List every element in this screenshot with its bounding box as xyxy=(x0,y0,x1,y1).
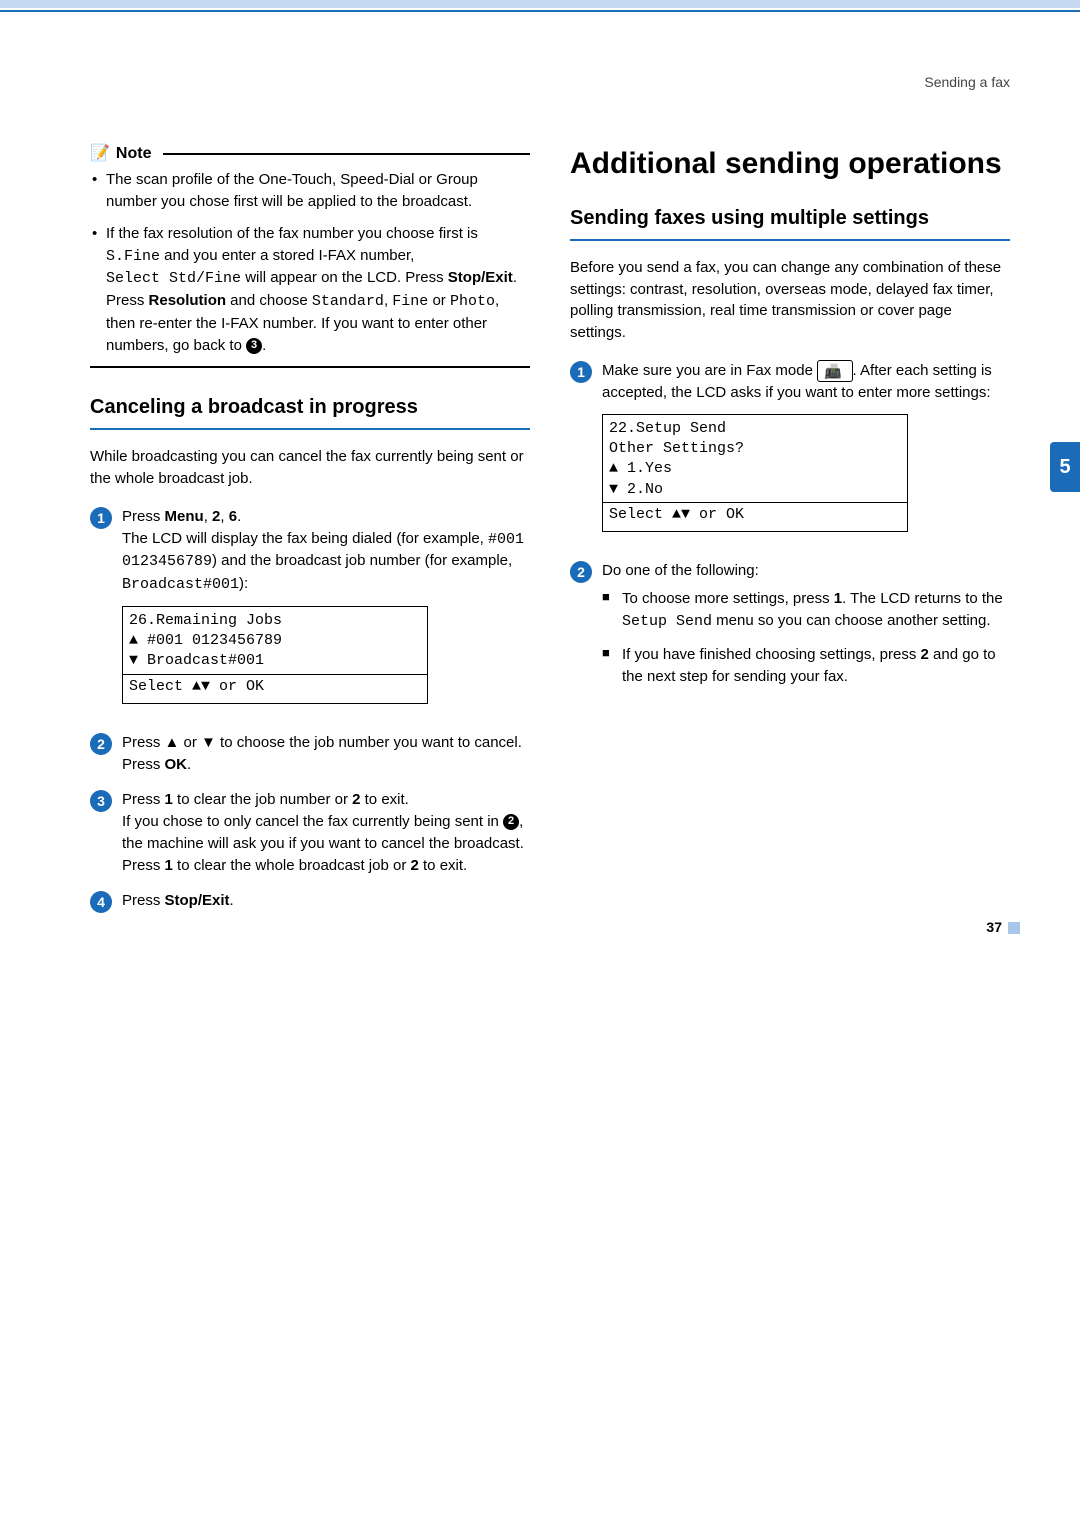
step-1: 1 Press Menu, 2, 6. The LCD will display… xyxy=(90,506,530,718)
right-column: Additional sending operations Sending fa… xyxy=(570,142,1010,927)
right-step-1: 1 Make sure you are in Fax mode 📠. After… xyxy=(570,360,1010,546)
step-ref-2: 2 xyxy=(503,814,519,830)
step-4: 4 Press Stop/Exit. xyxy=(90,890,530,913)
step-number-3: 3 xyxy=(90,790,112,812)
top-blue-bar xyxy=(0,0,1080,8)
step-3: 3 Press 1 to clear the job number or 2 t… xyxy=(90,789,530,876)
note-item-1: The scan profile of the One-Touch, Speed… xyxy=(90,169,530,213)
step-number-2: 2 xyxy=(90,733,112,755)
note-icon: 📝 xyxy=(90,142,110,165)
lcd-display-1: 26.Remaining Jobs ▲ #001 0123456789 ▼ Br… xyxy=(122,606,428,704)
step-number-2-r: 2 xyxy=(570,561,592,583)
fax-mode-icon: 📠 xyxy=(817,360,852,382)
multiple-settings-heading: Sending faxes using multiple settings5 xyxy=(570,204,1010,241)
step-ref-3: 3 xyxy=(246,338,262,354)
chapter-tab: 5 xyxy=(1050,442,1080,492)
right-intro: Before you send a fax, you can change an… xyxy=(570,257,1010,344)
note-item-2: If the fax resolution of the fax number … xyxy=(90,223,530,357)
lcd-display-2: 22.Setup Send Other Settings? ▲ 1.Yes ▼ … xyxy=(602,414,908,532)
canceling-heading: Canceling a broadcast in progress5 xyxy=(90,393,530,430)
additional-heading: Additional sending operations xyxy=(570,142,1010,186)
note-label: Note xyxy=(116,142,152,165)
note-divider xyxy=(90,366,530,368)
step-number-1: 1 xyxy=(90,507,112,529)
page-number: 37 xyxy=(986,917,1020,937)
bullet-2: If you have finished choosing settings, … xyxy=(602,644,1010,688)
step-2: 2 Press ▲ or ▼ to choose the job number … xyxy=(90,732,530,776)
cancel-intro: While broadcasting you can cancel the fa… xyxy=(90,446,530,490)
left-column: 📝 Note The scan profile of the One-Touch… xyxy=(90,142,530,927)
step-number-4: 4 xyxy=(90,891,112,913)
right-step-2: 2 Do one of the following: To choose mor… xyxy=(570,560,1010,700)
note-header: 📝 Note xyxy=(90,142,530,165)
step-number-1-r: 1 xyxy=(570,361,592,383)
bullet-1: To choose more settings, press 1. The LC… xyxy=(602,588,1010,633)
breadcrumb: Sending a fax xyxy=(90,72,1010,92)
